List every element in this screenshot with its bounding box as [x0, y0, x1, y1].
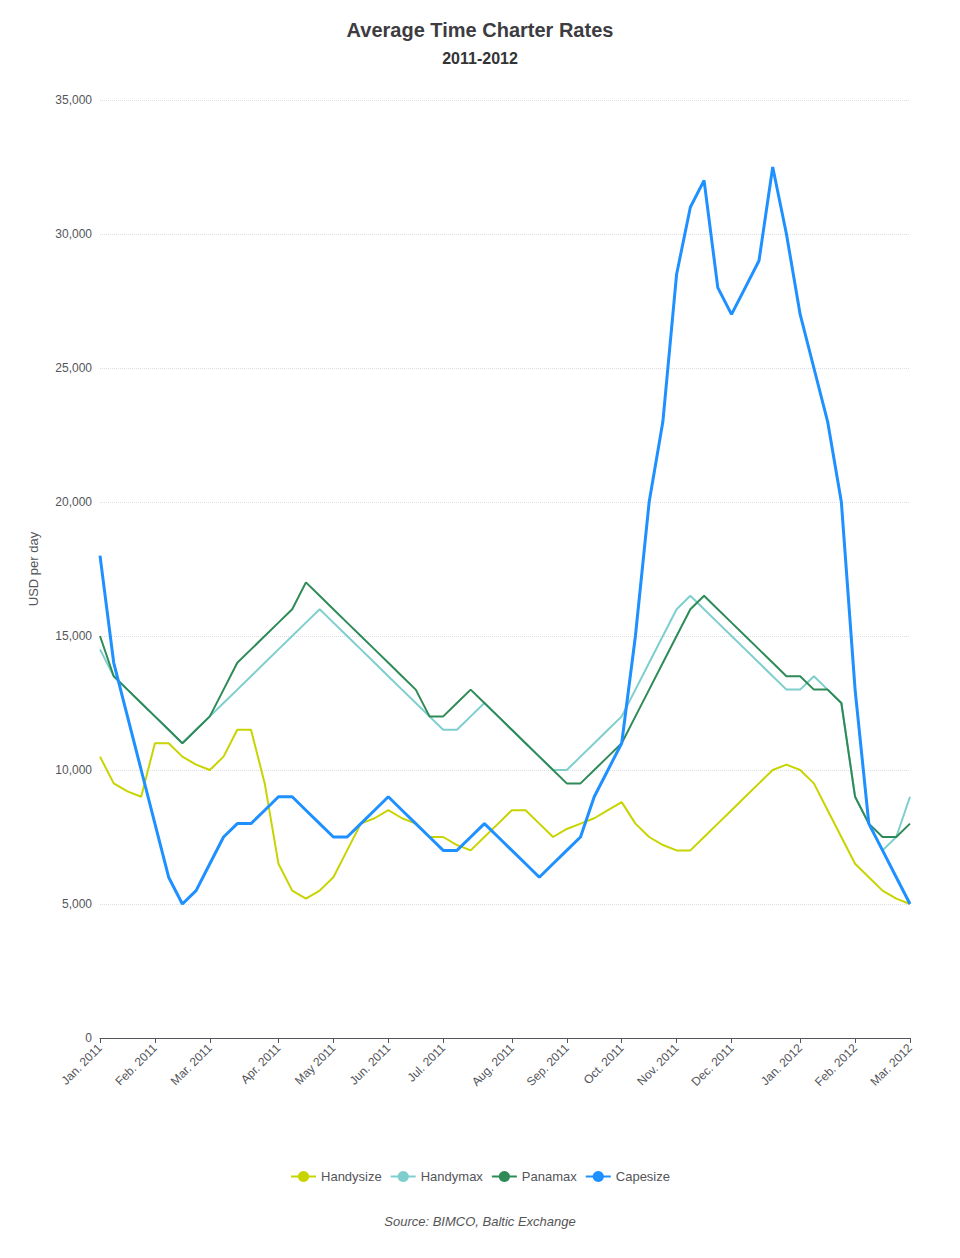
- svg-text:Mar. 2011: Mar. 2011: [168, 1041, 215, 1088]
- svg-text:Feb. 2011: Feb. 2011: [112, 1041, 160, 1089]
- svg-text:Nov. 2011: Nov. 2011: [634, 1041, 682, 1089]
- svg-text:Jun. 2011: Jun. 2011: [347, 1041, 394, 1088]
- svg-text:5,000: 5,000: [62, 897, 92, 911]
- svg-text:Apr. 2011: Apr. 2011: [238, 1041, 284, 1087]
- svg-text:Source: BIMCO, Baltic Exchange: Source: BIMCO, Baltic Exchange: [384, 1214, 575, 1229]
- svg-text:2011-2012: 2011-2012: [442, 50, 518, 67]
- svg-text:Sep. 2011: Sep. 2011: [524, 1041, 572, 1089]
- svg-text:Jan. 2011: Jan. 2011: [58, 1041, 105, 1088]
- svg-text:Handysize: Handysize: [321, 1169, 382, 1184]
- svg-text:USD per day: USD per day: [26, 531, 41, 606]
- svg-text:Jul. 2011: Jul. 2011: [405, 1041, 449, 1085]
- svg-text:Panamax: Panamax: [522, 1169, 577, 1184]
- svg-text:Oct. 2011: Oct. 2011: [581, 1041, 627, 1087]
- svg-text:Aug. 2011: Aug. 2011: [469, 1041, 517, 1089]
- svg-text:Feb. 2012: Feb. 2012: [812, 1041, 860, 1089]
- svg-text:Mar. 2012: Mar. 2012: [867, 1041, 915, 1089]
- svg-text:0: 0: [85, 1031, 92, 1045]
- svg-text:25,000: 25,000: [55, 361, 92, 375]
- svg-text:20,000: 20,000: [55, 495, 92, 509]
- svg-text:Handymax: Handymax: [421, 1169, 484, 1184]
- svg-text:Jan. 2012: Jan. 2012: [758, 1041, 805, 1088]
- svg-text:Average Time Charter Rates: Average Time Charter Rates: [347, 19, 614, 41]
- svg-text:15,000: 15,000: [55, 629, 92, 643]
- svg-text:Capesize: Capesize: [616, 1169, 670, 1184]
- svg-text:Dec. 2011: Dec. 2011: [689, 1041, 737, 1089]
- svg-text:May 2011: May 2011: [292, 1041, 339, 1088]
- svg-text:35,000: 35,000: [55, 93, 92, 107]
- svg-text:30,000: 30,000: [55, 227, 92, 241]
- svg-text:10,000: 10,000: [55, 763, 92, 777]
